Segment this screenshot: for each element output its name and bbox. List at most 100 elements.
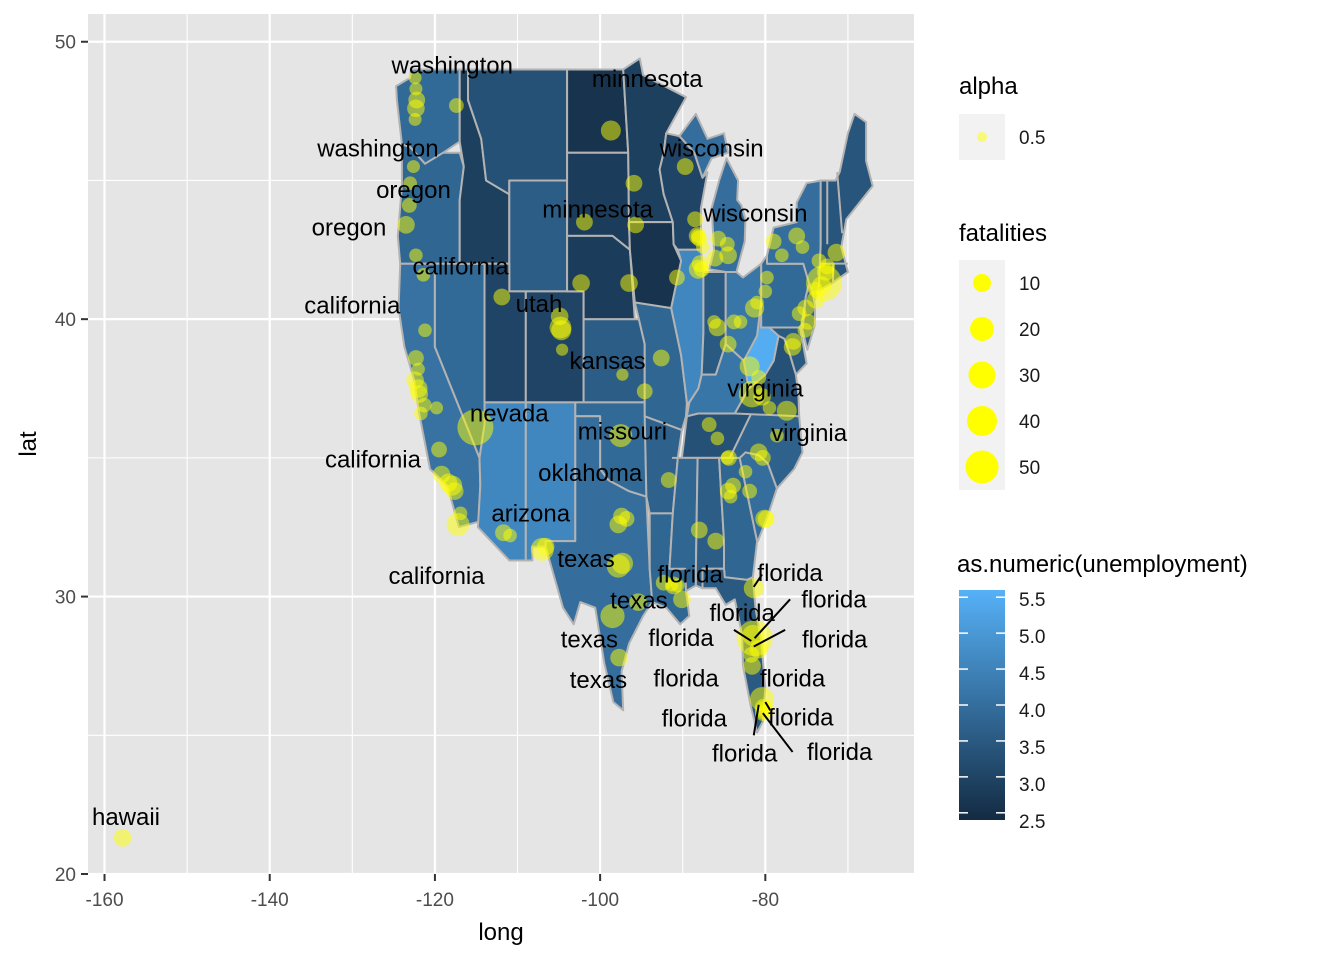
state-label: texas bbox=[570, 667, 627, 694]
fatality-point bbox=[706, 249, 724, 267]
fatality-point bbox=[453, 506, 468, 521]
fatality-point bbox=[403, 176, 417, 191]
fatality-point bbox=[616, 368, 629, 381]
fatality-point bbox=[750, 295, 764, 310]
state-polygon bbox=[544, 415, 654, 712]
label-leader-line bbox=[753, 598, 791, 639]
fatality-point bbox=[652, 349, 670, 367]
state-label: texas bbox=[610, 588, 667, 615]
fatality-point bbox=[536, 537, 555, 556]
legend-alpha-point bbox=[977, 132, 987, 142]
legend-unemployment-label: 4.0 bbox=[1019, 701, 1045, 722]
legend-colorbar-ticks bbox=[959, 596, 1005, 814]
fatality-point bbox=[418, 323, 432, 338]
fatality-point bbox=[609, 424, 633, 448]
label-leader-lines bbox=[733, 573, 794, 753]
state-label: virginia bbox=[727, 376, 804, 403]
fatality-point bbox=[600, 120, 621, 141]
state-label: arizona bbox=[491, 500, 570, 527]
fatality-point bbox=[406, 160, 420, 174]
fatality-point bbox=[710, 431, 725, 446]
fatality-point bbox=[762, 401, 777, 415]
x-tick-label: -100 bbox=[581, 890, 619, 911]
fatality-point bbox=[669, 269, 685, 286]
state-label: florida bbox=[801, 586, 867, 613]
fatality-point bbox=[629, 593, 647, 611]
label-leader-line bbox=[752, 573, 763, 588]
fatality-point bbox=[707, 315, 721, 329]
legend-fatalities-point-20 bbox=[970, 317, 994, 341]
state-label: florida bbox=[807, 739, 873, 766]
fatality-point bbox=[408, 350, 424, 366]
fatality-point bbox=[113, 829, 132, 847]
fatality-point bbox=[676, 158, 694, 175]
fatality-point bbox=[811, 253, 827, 269]
fatality-point bbox=[448, 98, 464, 113]
state-label: florida bbox=[653, 665, 719, 692]
state-label: kansas bbox=[570, 348, 646, 375]
state-labels: washington washington oregon oregon californ… bbox=[92, 52, 873, 831]
label-leader-line bbox=[762, 712, 794, 753]
fatality-point bbox=[600, 603, 625, 629]
state-label: florida bbox=[768, 704, 834, 731]
fatality-point bbox=[742, 483, 758, 499]
fatality-point bbox=[719, 246, 737, 265]
legend-alpha: alpha 0.5 bbox=[959, 73, 1045, 160]
fatality-point bbox=[670, 578, 685, 593]
state-label: florida bbox=[662, 706, 728, 733]
fatality-point bbox=[556, 343, 569, 356]
legend-unemployment-label: 3.0 bbox=[1019, 775, 1045, 796]
fatality-point bbox=[723, 489, 738, 504]
legend-unemployment-title: as.numeric(unemployment) bbox=[957, 551, 1248, 578]
fatality-point bbox=[408, 71, 422, 85]
fatality-point bbox=[775, 248, 789, 263]
legend-fatalities-label: 30 bbox=[1019, 366, 1040, 387]
fatality-point bbox=[743, 578, 764, 599]
state-label: texas bbox=[557, 546, 614, 573]
fatality-point bbox=[401, 198, 417, 213]
fatality-point bbox=[738, 464, 753, 479]
fatality-point bbox=[611, 552, 634, 574]
fatality-point bbox=[636, 383, 653, 400]
fatality-point bbox=[690, 229, 705, 243]
label-leader-line bbox=[764, 701, 772, 711]
fatality-point bbox=[808, 281, 823, 296]
state-label: minnesota bbox=[542, 197, 653, 224]
fatality-point bbox=[610, 648, 628, 667]
legend-unemployment-label: 4.5 bbox=[1019, 664, 1045, 685]
plot-panel: washington washington oregon oregon californ… bbox=[88, 14, 914, 876]
state-label: utah bbox=[516, 291, 563, 318]
legend-fatalities-point-30 bbox=[968, 361, 996, 389]
state-border bbox=[836, 172, 844, 234]
fatality-point bbox=[797, 299, 815, 317]
legend-fatalities-label: 20 bbox=[1019, 320, 1040, 341]
state-label: minnesota bbox=[592, 66, 703, 93]
fatality-point bbox=[690, 521, 708, 539]
fatality-point bbox=[785, 332, 802, 350]
fatality-point bbox=[795, 240, 810, 254]
fatality-point bbox=[758, 284, 773, 299]
state-label: nevada bbox=[470, 400, 549, 427]
fatality-point bbox=[707, 532, 725, 550]
legend-fatalities-point-10 bbox=[973, 274, 991, 292]
x-tick-label: -160 bbox=[86, 890, 124, 911]
state-label: texas bbox=[561, 627, 618, 654]
x-tick-label: -120 bbox=[416, 890, 454, 911]
fatality-point bbox=[733, 315, 748, 329]
state-label: florida bbox=[760, 665, 826, 692]
fatality-point bbox=[797, 322, 813, 338]
legend-fatalities-label: 10 bbox=[1019, 274, 1040, 295]
fatality-point bbox=[687, 211, 704, 228]
fatality-point bbox=[743, 646, 760, 663]
state-label: california bbox=[304, 292, 401, 319]
fatality-point bbox=[407, 99, 425, 118]
state-label: florida bbox=[757, 560, 823, 587]
fatality-point bbox=[788, 227, 806, 245]
fatality-point bbox=[551, 320, 572, 341]
legend-unemployment-label: 5.5 bbox=[1019, 590, 1045, 611]
legend-fatalities-label: 50 bbox=[1019, 458, 1040, 479]
fatality-point bbox=[445, 482, 464, 500]
legend-unemployment: as.numeric(unemployment) 5.5 5.0 4.5 4.0… bbox=[957, 551, 1248, 833]
state-label: virginia bbox=[771, 420, 848, 447]
